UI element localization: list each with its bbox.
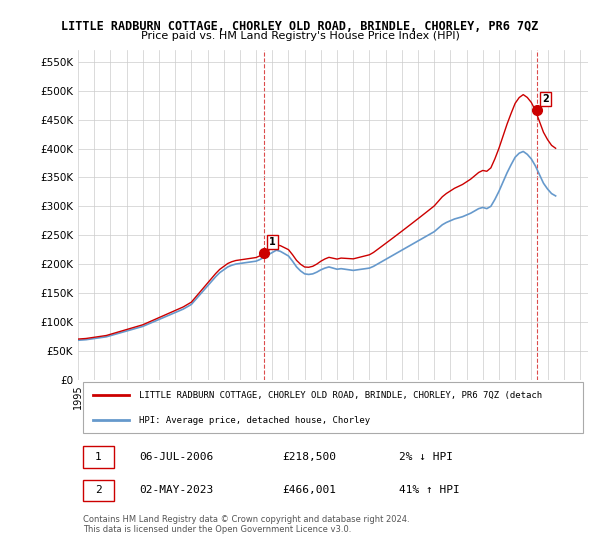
Text: £466,001: £466,001 xyxy=(282,485,336,495)
Text: 06-JUL-2006: 06-JUL-2006 xyxy=(139,452,214,462)
Text: 2% ↓ HPI: 2% ↓ HPI xyxy=(400,452,454,462)
FancyBboxPatch shape xyxy=(83,382,583,433)
Text: 1: 1 xyxy=(269,237,276,247)
Text: LITTLE RADBURN COTTAGE, CHORLEY OLD ROAD, BRINDLE, CHORLEY, PR6 7QZ: LITTLE RADBURN COTTAGE, CHORLEY OLD ROAD… xyxy=(61,20,539,32)
Text: 2: 2 xyxy=(542,94,549,104)
Text: 02-MAY-2023: 02-MAY-2023 xyxy=(139,485,214,495)
FancyBboxPatch shape xyxy=(83,446,114,468)
FancyBboxPatch shape xyxy=(83,479,114,501)
Text: Price paid vs. HM Land Registry's House Price Index (HPI): Price paid vs. HM Land Registry's House … xyxy=(140,31,460,41)
Text: 2: 2 xyxy=(95,485,102,495)
Text: Contains HM Land Registry data © Crown copyright and database right 2024.
This d: Contains HM Land Registry data © Crown c… xyxy=(83,515,410,534)
Text: 1: 1 xyxy=(95,452,102,462)
Text: LITTLE RADBURN COTTAGE, CHORLEY OLD ROAD, BRINDLE, CHORLEY, PR6 7QZ (detach: LITTLE RADBURN COTTAGE, CHORLEY OLD ROAD… xyxy=(139,391,542,400)
Text: HPI: Average price, detached house, Chorley: HPI: Average price, detached house, Chor… xyxy=(139,416,370,424)
Text: 41% ↑ HPI: 41% ↑ HPI xyxy=(400,485,460,495)
Text: £218,500: £218,500 xyxy=(282,452,336,462)
